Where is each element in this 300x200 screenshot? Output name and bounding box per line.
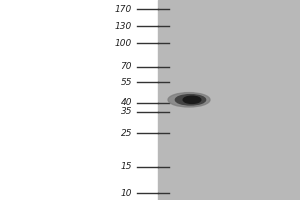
Text: 40: 40 [121,98,132,107]
Bar [158,0,300,200]
Text: 15: 15 [121,162,132,171]
Text: 170: 170 [115,4,132,14]
Text: 25: 25 [121,129,132,138]
Text: 100: 100 [115,39,132,48]
Text: 130: 130 [115,22,132,31]
Text: 55: 55 [121,78,132,87]
Text: 10: 10 [121,188,132,198]
Text: 35: 35 [121,107,132,116]
Ellipse shape [176,95,206,105]
Bar [0,0,158,200]
Ellipse shape [183,96,201,103]
Text: 70: 70 [121,62,132,71]
Ellipse shape [168,93,210,107]
